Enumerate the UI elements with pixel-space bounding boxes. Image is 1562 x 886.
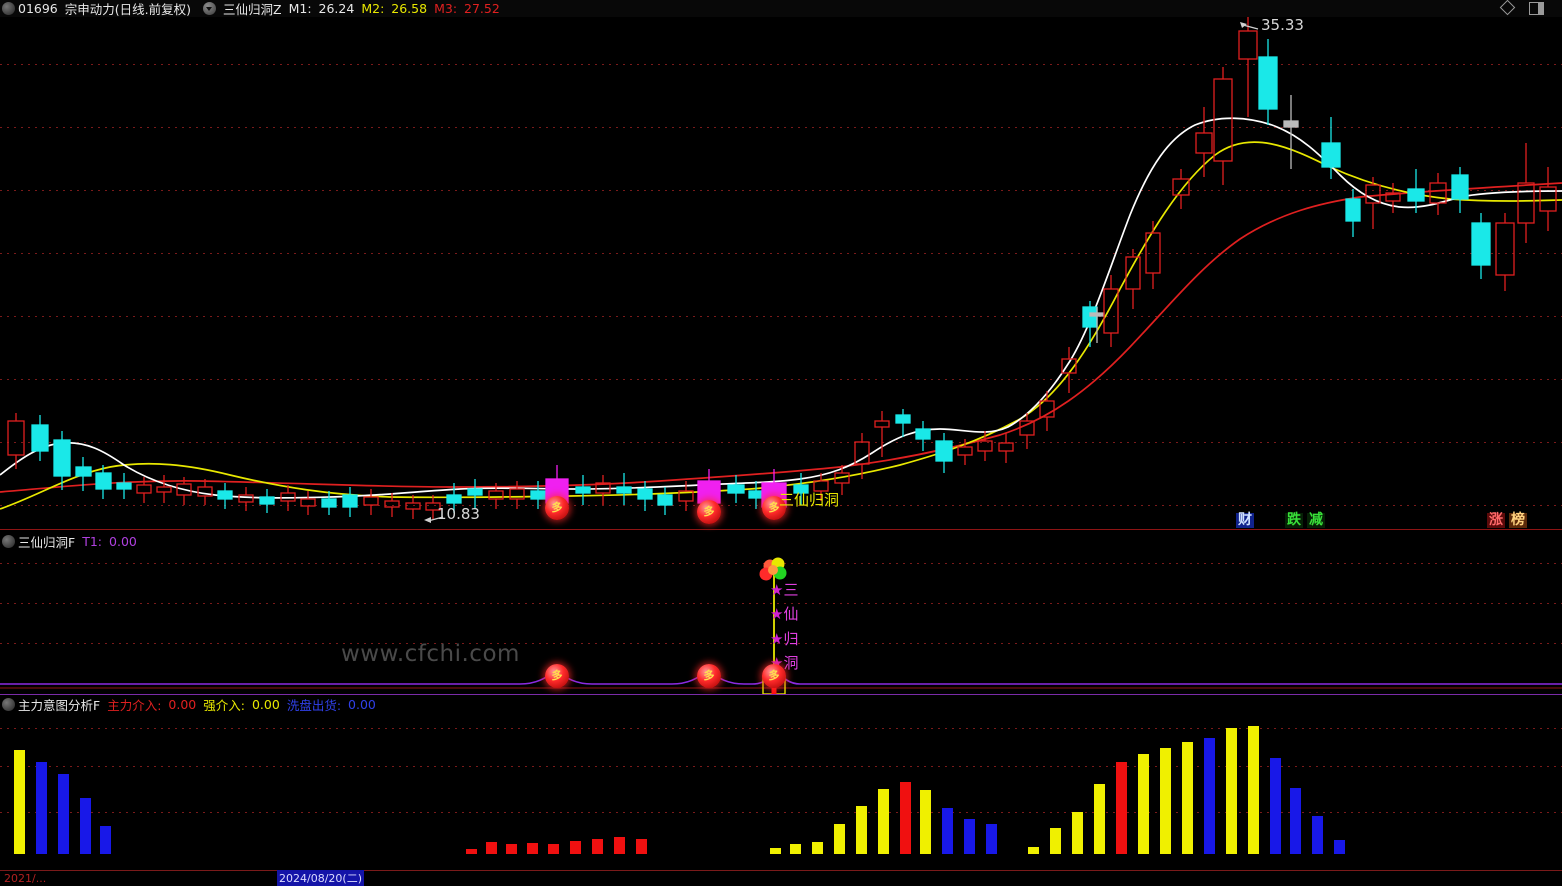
restore-window-icon[interactable] (1529, 2, 1544, 15)
chevron-down-icon[interactable] (203, 2, 216, 15)
m1-label: M1: (288, 1, 312, 16)
volume-bar (1072, 812, 1083, 854)
marker-zhang[interactable]: 涨 (1487, 512, 1505, 528)
volume-bar (527, 843, 538, 854)
m2-label: M2: (361, 1, 385, 16)
volume-bar (856, 806, 867, 854)
diamond-icon[interactable] (1499, 0, 1516, 16)
indicator-name[interactable]: 三仙归洞Z (223, 2, 282, 17)
volume-bar (548, 844, 559, 854)
vertical-label-char: ★归 (770, 630, 799, 648)
sanxianguidong-indicator-panel[interactable]: ★三 ★仙 ★归 ★洞 多 多 多 www.cfchi.com (0, 551, 1562, 695)
volume-bar (80, 798, 91, 854)
volume-bar (1312, 816, 1323, 854)
volume-bar (1050, 828, 1061, 854)
duo-signal-marker[interactable]: 多 (697, 664, 721, 688)
main-chart-header[interactable]: 01696 宗申动力(日线.前复权) 三仙归洞Z M1: 26.24 M2: 2… (0, 0, 1562, 18)
vol-indicator-title[interactable]: 主力意图分析F (18, 698, 101, 713)
volume-bar (920, 790, 931, 854)
qiang-value: 0.00 (251, 697, 280, 712)
volume-bar (1116, 762, 1127, 854)
volume-bar (570, 841, 581, 854)
mid-panel-header[interactable]: 三仙归洞F T1: 0.00 (0, 533, 1562, 550)
signal-text-label: 三仙归洞 (779, 491, 840, 509)
panel-divider (0, 529, 1562, 530)
volume-bar (614, 837, 625, 854)
volume-bar (466, 849, 477, 854)
low-price-label: 10.83 (437, 505, 480, 523)
duo-signal-marker[interactable]: 多 (762, 496, 786, 520)
panel-toggle-icon[interactable] (2, 535, 15, 548)
volume-bar (812, 842, 823, 854)
volume-bar (986, 824, 997, 854)
date-tick: 2021/... (4, 871, 47, 885)
kline-drawing (0, 17, 1562, 523)
volume-bar (900, 782, 911, 854)
volume-bar (592, 839, 603, 854)
volume-bar (58, 774, 69, 854)
volume-bar (1160, 748, 1171, 854)
m1-value: 26.24 (318, 1, 355, 16)
volume-bar (1334, 840, 1345, 854)
window-controls[interactable] (1499, 0, 1551, 16)
volume-bar (834, 824, 845, 854)
volume-bar (1028, 847, 1039, 854)
high-price-label: 35.33 (1261, 17, 1304, 34)
volume-bar (36, 762, 47, 854)
stock-code: 01696 (18, 1, 58, 16)
panel-toggle-icon[interactable] (2, 2, 15, 15)
panel-toggle-icon[interactable] (2, 698, 15, 711)
vol-panel-header[interactable]: 主力意图分析F 主力介入: 0.00 强介入: 0.00 洗盘出货: 0.00 (0, 696, 1562, 713)
volume-bar (1182, 742, 1193, 854)
kline-chart-panel[interactable]: 35.33 10.83 多 多 多 三仙归洞 财 跌 减 涨 榜 (0, 17, 1562, 532)
volume-bar (770, 848, 781, 854)
volume-bar (100, 826, 111, 854)
marker-cai[interactable]: 财 (1236, 512, 1254, 528)
volume-bar (878, 789, 889, 854)
vertical-label-char: ★三 (770, 581, 799, 599)
volume-bar (1204, 738, 1215, 854)
volume-bar (1270, 758, 1281, 854)
date-selected: 2024/08/20(二) (277, 870, 364, 886)
qiang-label: 强介入: (203, 698, 245, 713)
volume-bar (14, 750, 25, 854)
zhuli-value: 0.00 (168, 697, 197, 712)
duo-signal-marker[interactable]: 多 (545, 496, 569, 520)
marker-jian[interactable]: 减 (1307, 512, 1325, 528)
m2-value: 26.58 (391, 1, 428, 16)
volume-bar (1290, 788, 1301, 854)
volume-bar (1248, 726, 1259, 854)
volume-bar (486, 842, 497, 854)
volume-bar (1094, 784, 1105, 854)
volume-bar (942, 808, 953, 854)
marker-bang[interactable]: 榜 (1509, 512, 1527, 528)
duo-signal-marker[interactable]: 多 (697, 500, 721, 524)
t1-value: 0.00 (109, 534, 137, 549)
volume-chart-panel[interactable] (0, 714, 1562, 870)
site-watermark: www.cfchi.com (341, 641, 520, 667)
volume-bar (1226, 728, 1237, 854)
volume-bar (1138, 754, 1149, 854)
zhuli-label: 主力介入: (107, 698, 162, 713)
volume-bar (506, 844, 517, 854)
marker-die[interactable]: 跌 (1285, 512, 1303, 528)
xipan-label: 洗盘出货: (286, 698, 342, 713)
m3-label: M3: (434, 1, 458, 16)
panel-divider (0, 694, 1562, 695)
volume-bar (636, 839, 647, 854)
volume-bar (790, 844, 801, 854)
volume-bars (14, 726, 1345, 854)
mid-indicator-title[interactable]: 三仙归洞F (18, 535, 76, 550)
xipan-value: 0.00 (348, 697, 376, 712)
vertical-label-char: ★仙 (770, 605, 799, 623)
volume-bar (964, 819, 975, 854)
m3-value: 27.52 (464, 1, 500, 16)
duo-signal-marker[interactable]: 多 (762, 664, 786, 688)
stock-name: 宗申动力(日线.前复权) (64, 2, 191, 17)
date-axis[interactable]: 2021/... 2024/08/20(二) (0, 870, 1562, 886)
t1-label: T1: (82, 534, 103, 549)
duo-signal-marker[interactable]: 多 (545, 664, 569, 688)
